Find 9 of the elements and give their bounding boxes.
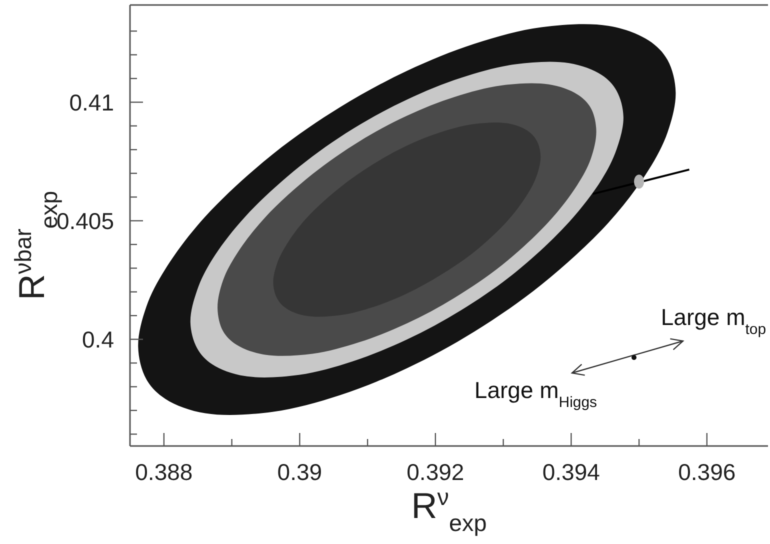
x-tick-label: 0.39 <box>277 459 322 485</box>
x-tick-label: 0.392 <box>406 459 464 485</box>
annotation: Large m$_{Higgs}$ <box>474 377 597 410</box>
x-tick-label: 0.394 <box>542 459 600 485</box>
y-tick-label: 0.41 <box>69 89 114 116</box>
annotation: Large m$_{top}$ <box>660 304 766 338</box>
y-tick-label: 0.4 <box>82 326 114 352</box>
x-tick-label: 0.388 <box>135 459 193 485</box>
x-tick-label: 0.396 <box>678 459 736 485</box>
